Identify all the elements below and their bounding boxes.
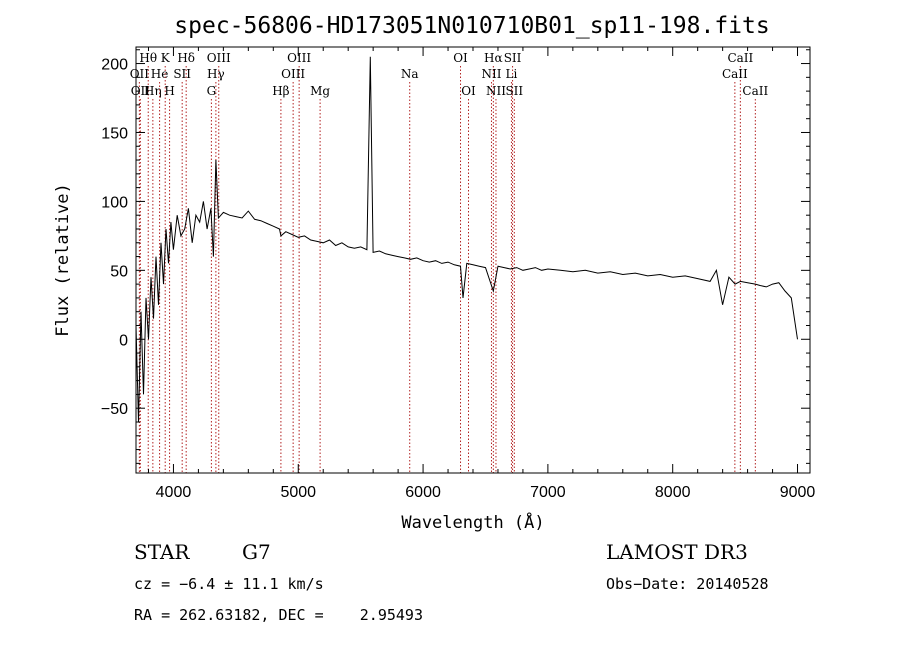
y-tick-label: 100 <box>101 194 128 211</box>
x-tick-label: 7000 <box>530 484 566 501</box>
plot-frame <box>135 46 811 474</box>
feature-label: Hη <box>144 84 162 98</box>
feature-label: Hα <box>484 51 503 65</box>
feature-label: Li <box>506 67 518 81</box>
feature-label: He <box>151 67 169 81</box>
y-tick-label: 0 <box>119 332 128 349</box>
y-axis-label: Flux (relative) <box>53 183 73 337</box>
feature-label: CaII <box>722 67 748 81</box>
y-tick-label: 150 <box>101 125 128 142</box>
feature-label: H <box>164 84 174 98</box>
y-tick-label: 200 <box>101 57 128 74</box>
x-tick-label: 4000 <box>156 484 192 501</box>
redshift-readout: cz = −6.4 ± 11.1 km/s <box>134 575 324 593</box>
x-tick-label: 5000 <box>280 484 316 501</box>
feature-label: G <box>207 84 217 98</box>
feature-label: CaII <box>742 84 768 98</box>
x-tick-label: 6000 <box>405 484 441 501</box>
x-tick-label: 9000 <box>780 484 816 501</box>
feature-label: OI <box>453 51 468 65</box>
object-class: STAR <box>134 540 190 564</box>
y-tick-label: 50 <box>110 263 128 280</box>
spectrum-series <box>135 56 798 423</box>
feature-label: SII <box>505 84 523 98</box>
feature-label: Na <box>401 67 419 81</box>
feature-label: Mg <box>310 84 330 98</box>
feature-label: Hδ <box>177 51 195 65</box>
feature-label: SII <box>504 51 522 65</box>
object-subclass: G7 <box>242 540 271 564</box>
feature-label: NII <box>481 67 501 81</box>
y-tick-label: −50 <box>101 401 128 418</box>
feature-label: CaII <box>727 51 753 65</box>
feature-label: Hθ <box>139 51 157 65</box>
feature-label: K <box>161 51 171 65</box>
feature-label: Hβ <box>272 84 289 98</box>
x-tick-label: 8000 <box>655 484 691 501</box>
feature-label: OIII <box>281 67 305 81</box>
axes: 4000 5000 6000 7000 8000 9000 −50 0 50 100 150 200 <box>101 47 816 501</box>
observation-date: Obs−Date: 20140528 <box>606 575 769 593</box>
chart-title: spec-56806-HD173051N010710B01_sp11-198.f… <box>174 13 769 39</box>
feature-label: OI <box>461 84 476 98</box>
feature-label: OIII <box>207 51 231 65</box>
spectrum-line <box>135 56 798 423</box>
feature-label: NII <box>486 84 506 98</box>
feature-label: OIII <box>287 51 311 65</box>
feature-label: SII <box>173 67 191 81</box>
coordinates-readout: RA = 262.63182, DEC = 2.95493 <box>134 606 423 624</box>
survey-name: LAMOST DR3 <box>606 540 748 564</box>
feature-label: OII <box>130 67 150 81</box>
x-axis-label: Wavelength (Å) <box>401 511 544 533</box>
feature-label: Hγ <box>207 67 225 81</box>
